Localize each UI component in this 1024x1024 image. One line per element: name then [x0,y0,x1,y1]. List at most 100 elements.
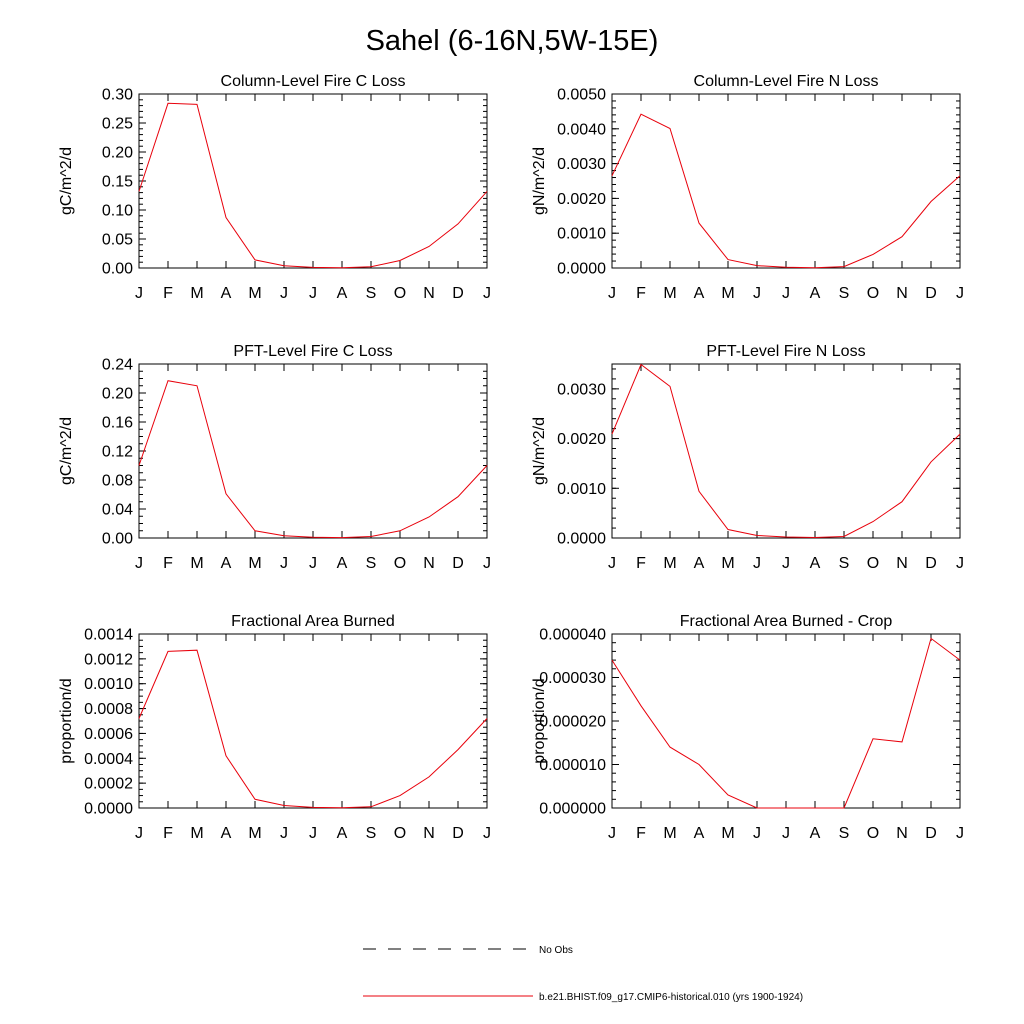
x-tick-label: N [423,285,435,302]
x-tick-label: S [839,825,850,842]
y-tick-label: 0.20 [102,145,133,162]
y-tick-label: 0.05 [102,232,133,249]
chart-title: Column-Level Fire N Loss [694,73,879,90]
chart-panel-5: Fractional Area Burned proportion/d 0.0000… [58,613,491,842]
x-tick-label: O [394,555,406,572]
x-tick-label: J [956,825,964,842]
figure-title: Sahel (6-16N,5W-15E) [366,25,659,57]
legend-model-label: b.e21.BHIST.f09_g17.CMIP6-historical.010… [539,992,803,1003]
y-tick-label: 0.10 [102,203,133,220]
y-tick-label: 0.0014 [84,627,133,644]
x-tick-label: A [810,555,821,572]
y-tick-label: 0.24 [102,357,133,374]
x-tick-label: J [483,825,491,842]
plot-frame [138,93,488,269]
x-tick-label: F [163,825,173,842]
y-tick-label: 0.000000 [539,801,606,818]
x-tick-label: J [956,555,964,572]
y-tick-label: 0.08 [102,473,133,490]
y-tick-label: 0.0020 [557,431,606,448]
plot-frame [611,93,961,269]
chart-panel-1: Column-Level Fire C Loss gC/m^2/d 0.00 0.05… [58,73,491,302]
x-tick-label: O [867,825,879,842]
y-tick-label: 0.0002 [84,776,133,793]
plot-frame [611,363,961,539]
series-line [611,363,961,539]
x-tick-label: A [694,825,705,842]
y-tick-label: 0.0008 [84,701,133,718]
y-tick-label: 0.0000 [84,801,133,818]
y-tick-label: 0.0010 [84,676,133,693]
y-tick-label: 0.15 [102,174,133,191]
y-tick-label: 0.16 [102,415,133,432]
y-tick-label: 0.0020 [557,191,606,208]
y-tick-label: 0.0000 [557,531,606,548]
x-tick-label: J [753,825,761,842]
x-tick-label: M [248,285,261,302]
x-tick-label: J [483,285,491,302]
x-tick-label: M [663,285,676,302]
x-tick-label: S [366,285,377,302]
y-tick-label: 0.000040 [539,627,606,644]
x-tick-label: N [896,555,908,572]
x-tick-label: J [135,285,143,302]
legend: No Obs b.e21.BHIST.f09_g17.CMIP6-histori… [363,945,803,1003]
x-tick-label: A [810,285,821,302]
y-tick-label: 0.0010 [557,226,606,243]
x-tick-label: N [423,555,435,572]
y-tick-label: 0.00 [102,261,133,278]
x-tick-label: N [896,825,908,842]
x-tick-label: J [309,825,317,842]
x-tick-label: M [721,555,734,572]
x-tick-label: S [839,555,850,572]
y-tick-label: 0.00 [102,531,133,548]
x-tick-label: M [248,825,261,842]
chart-title: Fractional Area Burned - Crop [680,613,893,630]
y-tick-label: 0.0012 [84,651,133,668]
x-tick-label: S [366,555,377,572]
y-axis-label: gN/m^2/d [531,417,548,485]
x-tick-label: F [636,555,646,572]
x-tick-label: J [280,555,288,572]
x-tick-label: D [925,825,937,842]
y-tick-label: 0.04 [102,502,133,519]
y-tick-label: 0.0040 [557,121,606,138]
series-line [611,113,961,269]
x-tick-label: J [135,825,143,842]
y-tick-label: 0.000020 [539,714,606,731]
y-tick-label: 0.20 [102,386,133,403]
x-tick-label: M [663,825,676,842]
x-tick-label: A [694,285,705,302]
chart-title: Fractional Area Burned [231,613,395,630]
x-tick-label: M [721,285,734,302]
x-tick-label: M [248,555,261,572]
x-tick-label: A [337,555,348,572]
x-tick-label: O [867,285,879,302]
x-tick-label: S [839,285,850,302]
y-axis-label: proportion/d [58,678,75,763]
x-tick-label: D [452,285,464,302]
y-tick-label: 0.000030 [539,670,606,687]
y-axis-label: proportion/d [531,678,548,763]
y-tick-label: 0.000010 [539,757,606,774]
y-tick-label: 0.0030 [557,381,606,398]
series-line [138,380,488,539]
x-tick-label: D [925,555,937,572]
x-tick-label: A [337,825,348,842]
x-tick-label: J [309,285,317,302]
chart-panel-3: PFT-Level Fire C Loss gC/m^2/d 0.00 0.04 0.0… [58,343,491,572]
x-tick-label: J [280,285,288,302]
y-tick-label: 0.30 [102,87,133,104]
x-tick-label: O [394,825,406,842]
y-axis-label: gC/m^2/d [58,417,75,485]
series-line [138,102,488,269]
x-tick-label: F [636,285,646,302]
y-tick-label: 0.0006 [84,726,133,743]
x-tick-label: M [663,555,676,572]
x-tick-label: J [782,285,790,302]
x-tick-label: J [782,555,790,572]
x-tick-label: A [221,555,232,572]
x-tick-label: J [280,825,288,842]
x-tick-label: J [135,555,143,572]
x-tick-label: N [896,285,908,302]
